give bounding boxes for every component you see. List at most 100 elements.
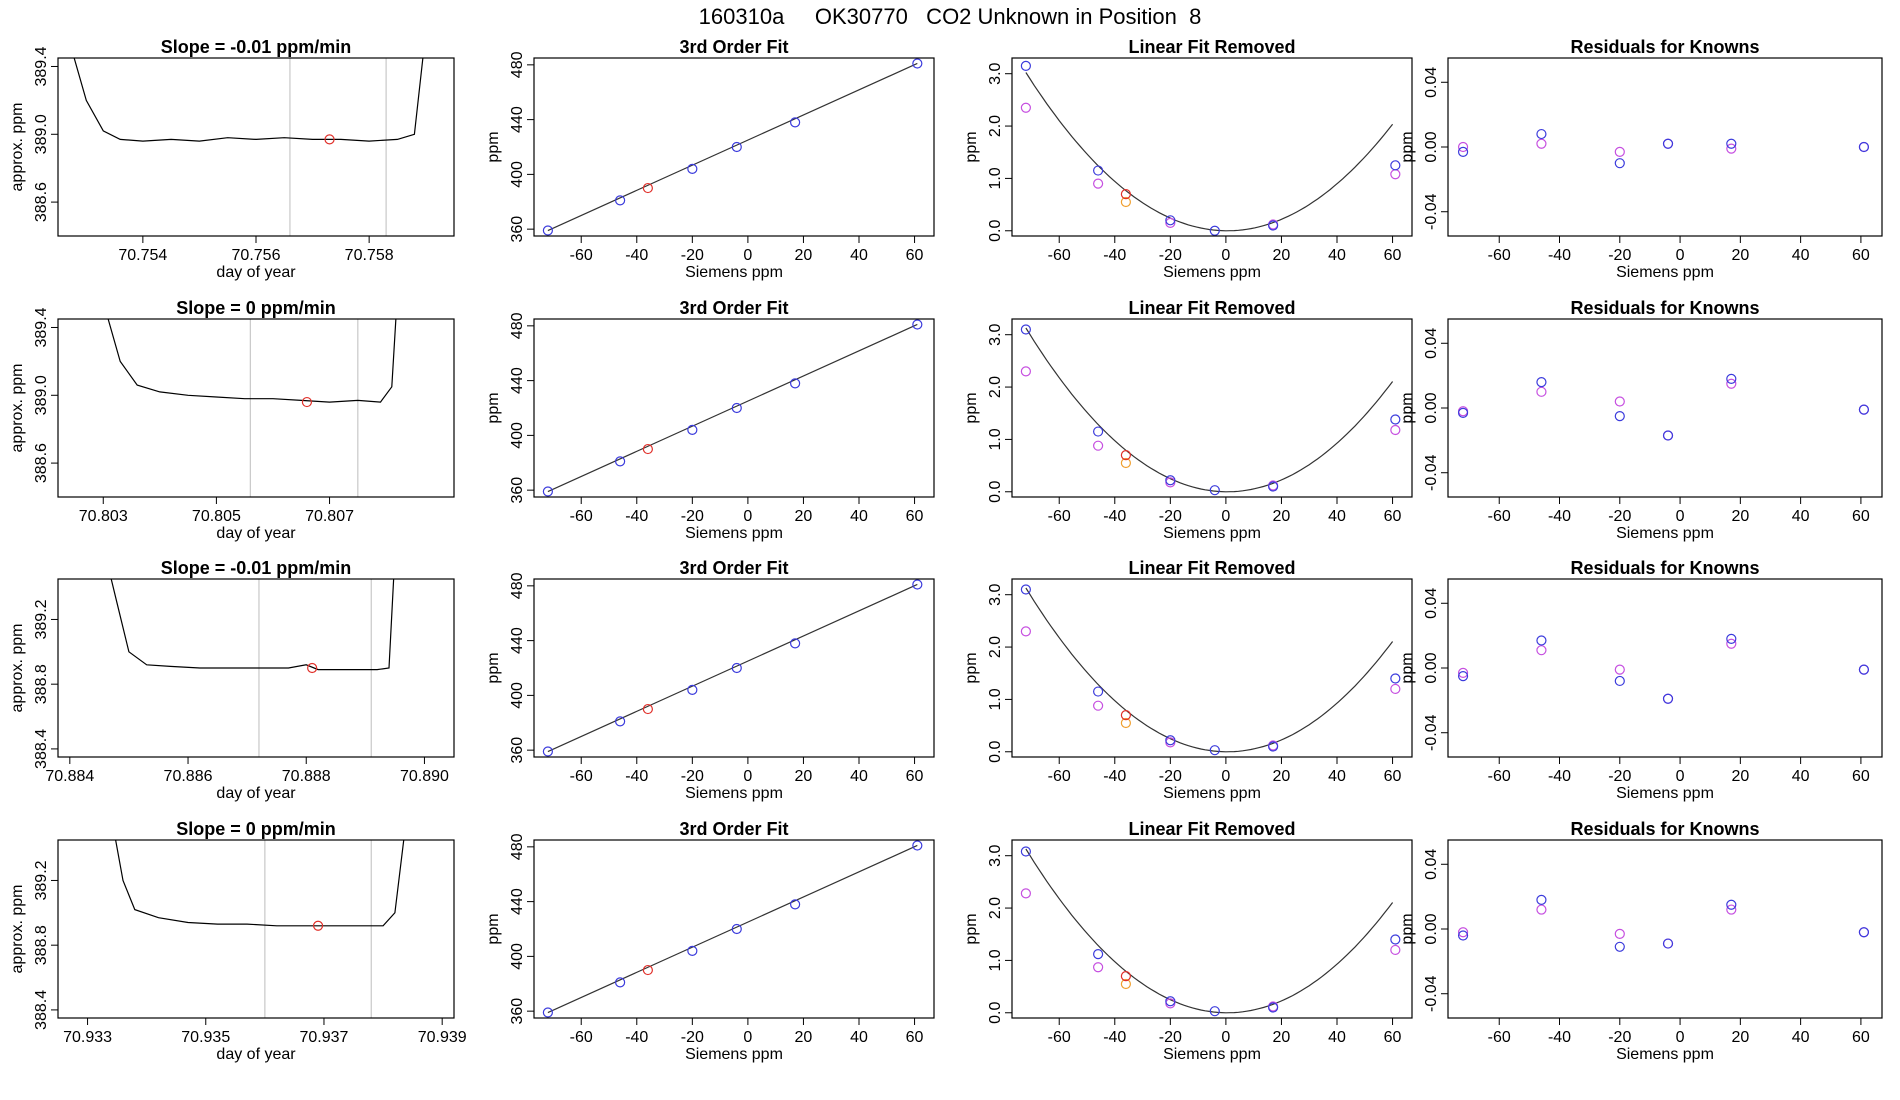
x-tick-label: 20 (1731, 247, 1749, 264)
y-tick-label: 3.0 (987, 62, 1004, 84)
x-tick-label: -20 (1159, 1029, 1182, 1046)
orange-point (1120, 196, 1131, 208)
blue-point (1390, 934, 1401, 945)
y-tick-label: 0.00 (1423, 913, 1440, 944)
blue-point (615, 456, 626, 467)
blue-point (1536, 635, 1547, 646)
y-tick-label: 360 (509, 216, 526, 243)
x-tick-label: 20 (1273, 1029, 1291, 1046)
blue-point (687, 945, 698, 957)
concentration-trace (110, 579, 395, 671)
panel-1-4: Residuals for Knowns -60 -40 -20 0 20 40 60 -0.0… (1399, 37, 1883, 281)
blue-point (687, 424, 698, 436)
y-tick-label: 388.8 (33, 664, 50, 704)
orange-point (1120, 717, 1131, 729)
magenta-point (1020, 888, 1031, 899)
plot-area (1457, 373, 1870, 441)
plot-area (542, 58, 923, 236)
x-tick-label: 40 (1792, 1029, 1810, 1046)
x-tick-label: 60 (906, 1029, 924, 1046)
panel-4-1: Slope = 0 ppm/min 70.933 70.935 70.937 70.93… (9, 819, 467, 1063)
magenta-point (1536, 138, 1547, 149)
x-axis-label: Siemens ppm (1616, 785, 1714, 802)
red-point (1120, 189, 1131, 200)
x-tick-label: -20 (681, 1029, 704, 1046)
magenta-point (1536, 645, 1547, 656)
x-axis-label: Siemens ppm (1163, 264, 1261, 281)
y-axis-label: ppm (963, 913, 980, 944)
x-tick-label: 70.805 (192, 508, 241, 525)
blue-point (1093, 426, 1104, 437)
y-tick-label: -0.04 (1423, 714, 1440, 751)
blue-point (1390, 673, 1401, 684)
blue-point (1858, 141, 1870, 153)
x-tick-label: 0 (1221, 768, 1230, 785)
red-point (1120, 971, 1131, 982)
blue-point (1858, 927, 1870, 938)
y-tick-label: 360 (509, 477, 526, 504)
red-point (642, 703, 653, 715)
panel-title: Linear Fit Removed (1128, 298, 1295, 318)
blue-point (687, 684, 698, 696)
x-tick-label: 70.935 (181, 1029, 230, 1046)
blue-point (1536, 377, 1547, 388)
x-tick-label: 60 (1852, 768, 1870, 785)
concentration-trace (107, 319, 397, 403)
blue-point (1726, 373, 1737, 384)
panel-title: Linear Fit Removed (1128, 558, 1295, 578)
blue-point (1614, 158, 1625, 169)
blue-point (1457, 930, 1469, 941)
y-tick-label: 440 (509, 627, 526, 654)
y-axis-label: ppm (485, 131, 502, 162)
x-axis-label: Siemens ppm (685, 785, 783, 802)
plot-frame (57, 578, 455, 758)
magenta-point (1390, 944, 1401, 956)
y-tick-label: 388.8 (33, 925, 50, 965)
y-tick-label: 1.0 (987, 949, 1004, 971)
blue-point (1390, 160, 1401, 171)
panel-title: Residuals for Knowns (1570, 37, 1759, 57)
blue-point (1268, 1002, 1279, 1013)
y-tick-label: 389.2 (33, 599, 50, 639)
x-tick-label: 40 (1792, 508, 1810, 525)
x-tick-label: 0 (1676, 247, 1685, 264)
panel-title: Linear Fit Removed (1128, 819, 1295, 839)
magenta-point (1614, 396, 1625, 407)
y-tick-label: 0.0 (987, 1002, 1004, 1024)
y-tick-label: 0.04 (1423, 67, 1440, 98)
panel-title: Residuals for Knowns (1570, 558, 1759, 578)
y-tick-label: 389.2 (33, 860, 50, 900)
x-tick-label: 40 (850, 247, 868, 264)
panel-title: 3rd Order Fit (679, 37, 788, 57)
magenta-point (1093, 178, 1104, 189)
unknown-marker (307, 662, 318, 674)
panel-3-2: 3rd Order Fit -60 -40 -20 0 20 40 60 360 400 440 48… (485, 558, 935, 802)
x-tick-label: 40 (850, 508, 868, 525)
magenta-point (1020, 102, 1031, 113)
x-tick-label: 20 (795, 768, 813, 785)
blue-point (912, 58, 923, 69)
y-tick-label: 400 (509, 161, 526, 188)
magenta-point (1165, 217, 1176, 229)
panel-2-3: Linear Fit Removed -60 -40 -20 0 20 40 60 0.0 1.0… (963, 298, 1413, 542)
blue-point (1209, 745, 1220, 756)
magenta-point (1614, 928, 1625, 939)
y-tick-label: 0.00 (1423, 652, 1440, 683)
concentration-trace (73, 58, 424, 142)
blue-point (1020, 60, 1031, 71)
x-tick-label: 70.888 (282, 768, 331, 785)
x-tick-label: 70.803 (79, 508, 128, 525)
y-axis-label: approx. ppm (9, 103, 26, 192)
x-tick-label: 60 (1384, 768, 1402, 785)
y-axis-label: ppm (963, 392, 980, 423)
blue-point (1662, 938, 1674, 949)
x-tick-label: 20 (1273, 768, 1291, 785)
plot-frame (533, 57, 935, 237)
unknown-marker (301, 396, 313, 408)
orange-point (1120, 978, 1131, 990)
x-axis-label: Siemens ppm (685, 264, 783, 281)
x-tick-label: -20 (681, 508, 704, 525)
y-tick-label: 400 (509, 682, 526, 709)
y-tick-label: 0.04 (1423, 328, 1440, 359)
x-tick-label: -20 (1608, 768, 1631, 785)
